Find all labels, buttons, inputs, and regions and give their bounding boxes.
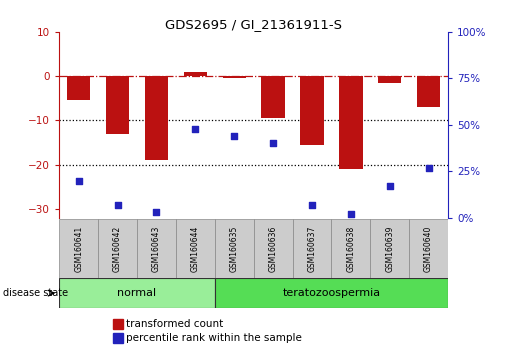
Bar: [215, 219, 253, 278]
Bar: [370, 219, 409, 278]
Text: percentile rank within the sample: percentile rank within the sample: [126, 333, 302, 343]
Text: GSM160643: GSM160643: [152, 225, 161, 272]
Bar: [409, 219, 448, 278]
Bar: [417, 76, 440, 107]
Bar: [378, 76, 401, 83]
Text: GSM160635: GSM160635: [230, 225, 238, 272]
Text: transformed count: transformed count: [126, 319, 224, 329]
Bar: [113, 319, 123, 329]
Bar: [215, 278, 448, 308]
Text: GSM160640: GSM160640: [424, 225, 433, 272]
Point: [113, 202, 122, 207]
Point: [152, 209, 161, 215]
Point: [75, 178, 83, 183]
Bar: [222, 76, 246, 78]
Text: disease state: disease state: [3, 288, 67, 298]
Text: normal: normal: [117, 288, 157, 298]
Point: [230, 133, 238, 139]
Point: [424, 165, 433, 170]
Bar: [339, 76, 363, 169]
Bar: [67, 76, 90, 101]
Bar: [176, 219, 215, 278]
Bar: [98, 219, 137, 278]
Bar: [59, 219, 98, 278]
Bar: [253, 219, 293, 278]
Bar: [293, 219, 332, 278]
Text: GSM160638: GSM160638: [347, 225, 355, 272]
Text: GSM160642: GSM160642: [113, 225, 122, 272]
Title: GDS2695 / GI_21361911-S: GDS2695 / GI_21361911-S: [165, 18, 342, 31]
Text: GSM160644: GSM160644: [191, 225, 200, 272]
Bar: [106, 76, 129, 134]
Bar: [59, 278, 215, 308]
Text: GSM160636: GSM160636: [269, 225, 278, 272]
Point: [308, 202, 316, 207]
Point: [191, 126, 199, 131]
Text: teratozoospermia: teratozoospermia: [282, 288, 381, 298]
Text: GSM160641: GSM160641: [74, 225, 83, 272]
Bar: [113, 333, 123, 343]
Point: [269, 141, 277, 146]
Text: GSM160639: GSM160639: [385, 225, 394, 272]
Point: [347, 211, 355, 217]
Point: [386, 183, 394, 189]
Text: GSM160637: GSM160637: [307, 225, 316, 272]
Bar: [300, 76, 323, 145]
Bar: [184, 72, 207, 76]
Bar: [145, 76, 168, 160]
Bar: [332, 219, 370, 278]
Bar: [137, 219, 176, 278]
Bar: [262, 76, 285, 118]
